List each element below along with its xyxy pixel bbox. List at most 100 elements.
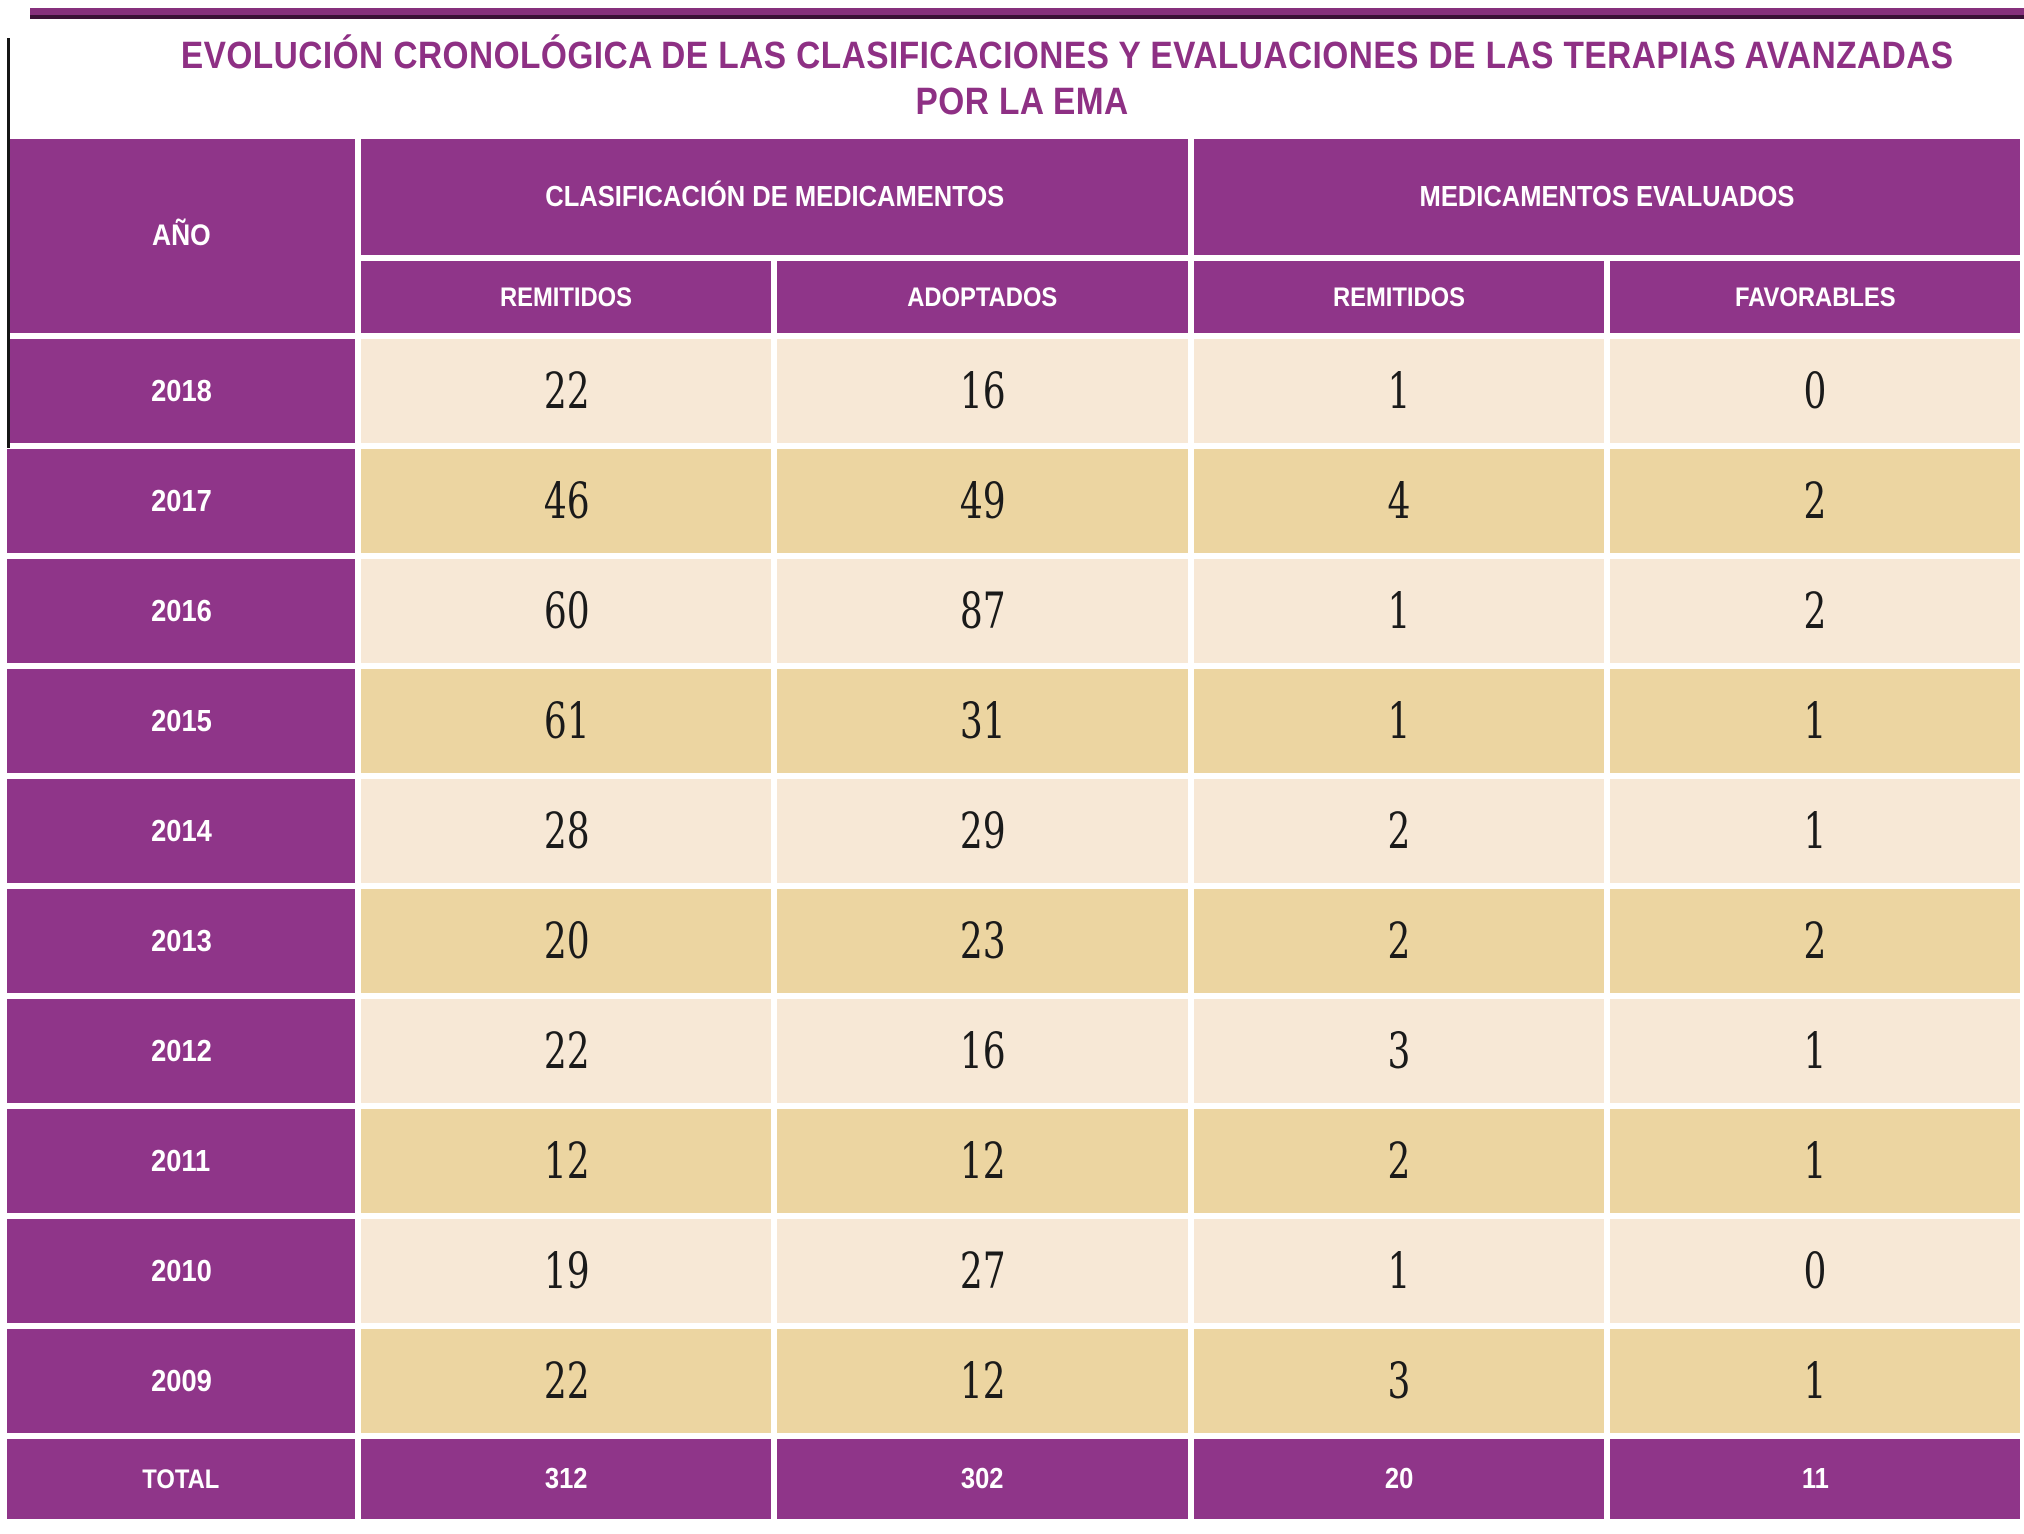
cell-2015-col2: 31 [777, 669, 1188, 773]
total-row-label: TOTAL [142, 1463, 220, 1494]
cell-2017-col1: 46 [361, 449, 772, 553]
cell-2010-col4: 0 [1609, 1219, 2020, 1323]
cell-2011-col1-value: 12 [543, 1132, 590, 1190]
cell-2013-col1: 20 [361, 889, 772, 993]
cell-2014-col1: 28 [361, 779, 772, 883]
header-sub-remitidos-1-label: REMITIDOS [500, 281, 633, 312]
cell-2013-col4-value: 2 [1803, 912, 1827, 970]
cell-2016-col1-value: 60 [543, 582, 590, 640]
title-line-1-text: EVOLUCIÓN CRONOLÓGICA DE LAS CLASIFICACI… [180, 35, 1954, 77]
cell-2018-col2-value: 16 [959, 362, 1006, 420]
row-year-2010-label: 2010 [150, 1253, 212, 1288]
cell-2014-col4-value: 1 [1803, 802, 1827, 860]
total-cell-col2-value: 302 [961, 1462, 1004, 1495]
cell-2017-col4: 2 [1609, 449, 2020, 553]
cell-2011-col4-value: 1 [1803, 1132, 1827, 1190]
row-year-2013: 2013 [7, 889, 356, 993]
title-line-2: POR LA EMA [60, 79, 1984, 125]
row-year-2011-label: 2011 [151, 1143, 211, 1178]
total-cell-col1-value: 312 [545, 1462, 588, 1495]
title-line-1: EVOLUCIÓN CRONOLÓGICA DE LAS CLASIFICACI… [60, 33, 1984, 79]
row-year-2009: 2009 [7, 1329, 356, 1433]
header-sub-favorables: FAVORABLES [1609, 261, 2020, 333]
cell-2018-col2: 16 [777, 339, 1188, 443]
cell-2009-col2: 12 [777, 1329, 1188, 1433]
total-cell-col1: 312 [361, 1439, 772, 1519]
cell-2016-col3-value: 1 [1387, 582, 1411, 640]
header-group-clasificacion-label: CLASIFICACIÓN DE MEDICAMENTOS [544, 180, 1004, 213]
cell-2014-col3-value: 2 [1387, 802, 1411, 860]
row-year-2014-label: 2014 [150, 813, 212, 848]
cell-2012-col4-value: 1 [1803, 1022, 1827, 1080]
header-sub-remitidos-2: REMITIDOS [1193, 261, 1604, 333]
row-year-2018-label: 2018 [150, 373, 212, 408]
data-table: AÑO CLASIFICACIÓN DE MEDICAMENTOS MEDICA… [7, 139, 2020, 1519]
cell-2009-col2-value: 12 [959, 1352, 1006, 1410]
cell-2018-col1: 22 [361, 339, 772, 443]
total-cell-col4-value: 11 [1801, 1462, 1829, 1495]
cell-2012-col3: 3 [1193, 999, 1604, 1103]
cell-2012-col2-value: 16 [959, 1022, 1006, 1080]
cell-2018-col1-value: 22 [543, 362, 590, 420]
cell-2013-col1-value: 20 [543, 912, 590, 970]
cell-2013-col3-value: 2 [1387, 912, 1411, 970]
row-year-2016-label: 2016 [150, 593, 212, 628]
title-line-2-text: POR LA EMA [915, 81, 1129, 123]
total-cell-col3: 20 [1193, 1439, 1604, 1519]
header-sub-remitidos-2-label: REMITIDOS [1332, 281, 1465, 312]
row-year-2017: 2017 [7, 449, 356, 553]
cell-2012-col3-value: 3 [1387, 1022, 1411, 1080]
cell-2009-col4: 1 [1609, 1329, 2020, 1433]
cell-2016-col4-value: 2 [1803, 582, 1827, 640]
row-year-2014: 2014 [7, 779, 356, 883]
row-year-2018: 2018 [7, 339, 356, 443]
cell-2011-col3: 2 [1193, 1109, 1604, 1213]
cell-2013-col3: 2 [1193, 889, 1604, 993]
row-year-2009-label: 2009 [150, 1363, 212, 1398]
cell-2013-col4: 2 [1609, 889, 2020, 993]
cell-2015-col3-value: 1 [1387, 692, 1411, 750]
cell-2018-col4-value: 0 [1803, 362, 1827, 420]
cell-2017-col1-value: 46 [543, 472, 590, 530]
cell-2009-col3: 3 [1193, 1329, 1604, 1433]
cell-2015-col1-value: 61 [543, 692, 590, 750]
cell-2013-col2: 23 [777, 889, 1188, 993]
cell-2015-col4: 1 [1609, 669, 2020, 773]
cell-2014-col3: 2 [1193, 779, 1604, 883]
cell-2017-col4-value: 2 [1803, 472, 1827, 530]
row-year-2012: 2012 [7, 999, 356, 1103]
header-group-evaluados: MEDICAMENTOS EVALUADOS [1193, 139, 2020, 255]
cell-2016-col3: 1 [1193, 559, 1604, 663]
cell-2009-col1: 22 [361, 1329, 772, 1433]
header-year-label: AÑO [151, 219, 211, 252]
row-year-2012-label: 2012 [150, 1033, 212, 1068]
cell-2016-col1: 60 [361, 559, 772, 663]
cell-2013-col2-value: 23 [959, 912, 1006, 970]
cell-2009-col3-value: 3 [1387, 1352, 1411, 1410]
total-cell-col2: 302 [777, 1439, 1188, 1519]
cell-2011-col4: 1 [1609, 1109, 2020, 1213]
header-year: AÑO [7, 139, 356, 333]
cell-2017-col3-value: 4 [1387, 472, 1411, 530]
row-year-2010: 2010 [7, 1219, 356, 1323]
header-sub-remitidos-1: REMITIDOS [361, 261, 772, 333]
cell-2009-col4-value: 1 [1803, 1352, 1827, 1410]
row-year-2011: 2011 [7, 1109, 356, 1213]
header-sub-adoptados-label: ADOPTADOS [907, 281, 1058, 312]
page-title: EVOLUCIÓN CRONOLÓGICA DE LAS CLASIFICACI… [60, 33, 1984, 125]
cell-2010-col4-value: 0 [1803, 1242, 1827, 1300]
cell-2017-col2-value: 49 [959, 472, 1006, 530]
cell-2012-col1-value: 22 [543, 1022, 590, 1080]
header-sub-favorables-label: FAVORABLES [1734, 281, 1896, 312]
cell-2017-col2: 49 [777, 449, 1188, 553]
cell-2012-col1: 22 [361, 999, 772, 1103]
cell-2010-col1-value: 19 [543, 1242, 590, 1300]
top-purple-strip [30, 8, 2024, 19]
cell-2014-col4: 1 [1609, 779, 2020, 883]
header-sub-adoptados: ADOPTADOS [777, 261, 1188, 333]
cell-2015-col2-value: 31 [959, 692, 1006, 750]
row-year-2017-label: 2017 [150, 483, 212, 518]
cell-2014-col2-value: 29 [959, 802, 1006, 860]
cell-2010-col3: 1 [1193, 1219, 1604, 1323]
